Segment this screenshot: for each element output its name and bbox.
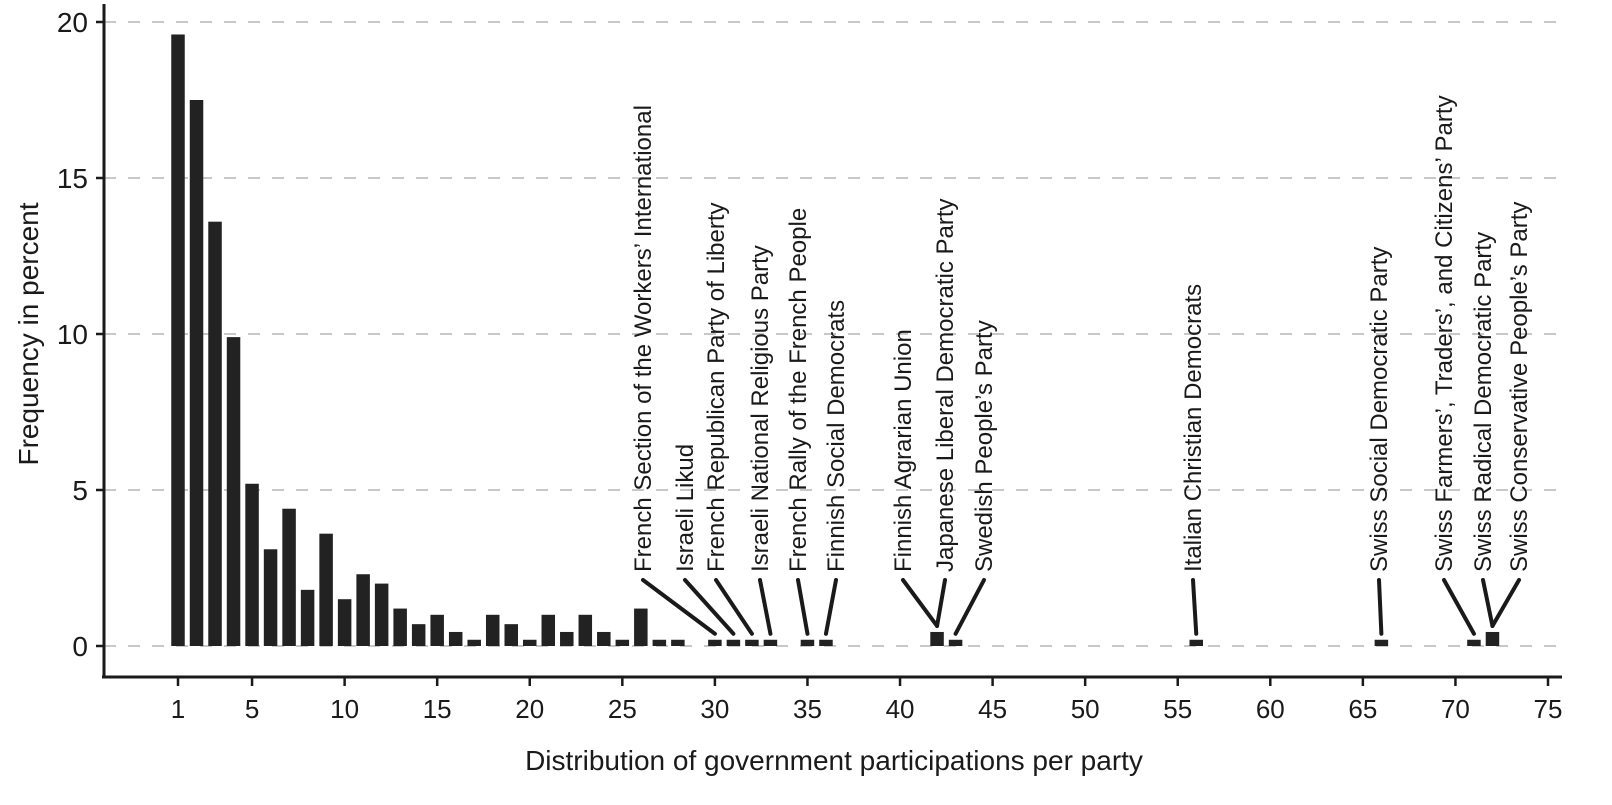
annotation-label: Swedish People’s Party [971, 320, 998, 572]
annotation-label: Swiss Radical Democratic Party [1470, 232, 1497, 572]
x-axis-label: Distribution of government participation… [525, 745, 1143, 776]
bar [708, 639, 722, 646]
bar [1189, 639, 1203, 646]
bar [930, 631, 944, 646]
annotation-label: Italian Christian Democrats [1180, 284, 1207, 572]
annotation-label: Israeli Likud [672, 444, 699, 572]
bar [245, 483, 259, 646]
y-axis-label: Frequency in percent [13, 202, 44, 465]
x-tick-label: 75 [1534, 694, 1563, 724]
y-tick-label: 0 [72, 631, 88, 662]
annotation-label: French Rally of the French People [785, 208, 812, 572]
x-tick-label: 20 [515, 694, 544, 724]
bar [597, 631, 611, 646]
bar [282, 508, 296, 646]
x-tick-label: 30 [700, 694, 729, 724]
bar [171, 34, 185, 647]
bar [671, 639, 685, 646]
bar [356, 574, 370, 646]
bar [189, 100, 204, 646]
bar [1467, 639, 1481, 646]
x-tick-label: 35 [793, 694, 822, 724]
annotation-label: Israeli National Religious Party [747, 245, 774, 572]
annotation-label: Swiss Farmers’, Traders’, and Citizens’ … [1431, 95, 1458, 572]
bar [430, 614, 444, 646]
bars [171, 34, 1500, 647]
bar [1374, 639, 1389, 646]
bar [615, 639, 630, 646]
bar [726, 639, 741, 646]
annotation-label: Finnish Social Democrats [823, 300, 850, 572]
bar [634, 608, 648, 646]
annotation-label: Swiss Conservative People’s Party [1506, 202, 1533, 572]
bar [1485, 631, 1500, 646]
x-tick-label: 45 [978, 694, 1007, 724]
bar [374, 583, 389, 646]
bar [226, 337, 241, 646]
bar [448, 631, 463, 646]
x-tick-label: 1 [171, 694, 185, 724]
bar [948, 639, 963, 646]
bar [467, 639, 481, 646]
annotation-label: Japanese Liberal Democratic Party [932, 198, 959, 572]
x-tick-label: 5 [245, 694, 259, 724]
y-tick-label: 10 [57, 319, 88, 350]
bar [319, 533, 333, 646]
bar [300, 589, 315, 646]
bar [763, 639, 778, 646]
x-tick-label: 25 [608, 694, 637, 724]
bar [819, 639, 833, 646]
x-tick-label: 10 [330, 694, 359, 724]
bar [800, 639, 815, 646]
bar [263, 549, 278, 646]
bar [541, 614, 556, 646]
x-tick-label: 70 [1441, 694, 1470, 724]
x-tick-label: 15 [423, 694, 452, 724]
y-tick-label: 5 [72, 475, 88, 506]
annotation-label: Finnish Agrarian Union [890, 329, 917, 572]
bar [523, 639, 537, 646]
annotation-label: French Section of the Workers’ Internati… [630, 105, 657, 572]
bar [411, 624, 426, 646]
x-tick-label: 55 [1163, 694, 1192, 724]
x-tick-label: 65 [1348, 694, 1377, 724]
bar [745, 639, 759, 646]
y-tick-label: 15 [57, 163, 88, 194]
annotation-leaders [641, 578, 1521, 636]
bar [208, 221, 222, 646]
annotation-labels: French Section of the Workers’ Internati… [630, 95, 1533, 572]
bar [560, 631, 574, 646]
y-tick-label: 20 [57, 7, 88, 38]
x-tick-label: 40 [886, 694, 915, 724]
bar [393, 608, 407, 646]
bar [578, 614, 593, 646]
annotation-label: Swiss Social Democratic Party [1366, 247, 1393, 572]
bar [504, 624, 518, 646]
bar [485, 614, 500, 646]
x-tick-label: 50 [1071, 694, 1100, 724]
bar [652, 639, 667, 646]
bar [337, 599, 352, 646]
annotation-label: French Republican Party of Liberty [703, 202, 730, 572]
x-tick-label: 60 [1256, 694, 1285, 724]
